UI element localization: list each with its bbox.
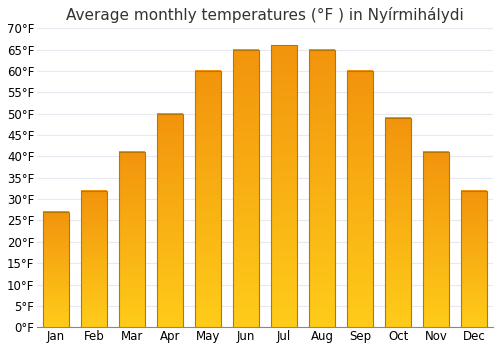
Bar: [157, 114, 183, 327]
Title: Average monthly temperatures (°F ) in Nyírmihálydi: Average monthly temperatures (°F ) in Ny…: [66, 7, 464, 23]
Bar: [43, 212, 69, 327]
Bar: [233, 50, 259, 327]
Bar: [423, 152, 449, 327]
Bar: [119, 152, 145, 327]
Bar: [195, 71, 221, 327]
Bar: [81, 191, 107, 327]
Bar: [309, 50, 335, 327]
Bar: [385, 118, 411, 327]
Bar: [271, 46, 297, 327]
Bar: [347, 71, 373, 327]
Bar: [461, 191, 487, 327]
